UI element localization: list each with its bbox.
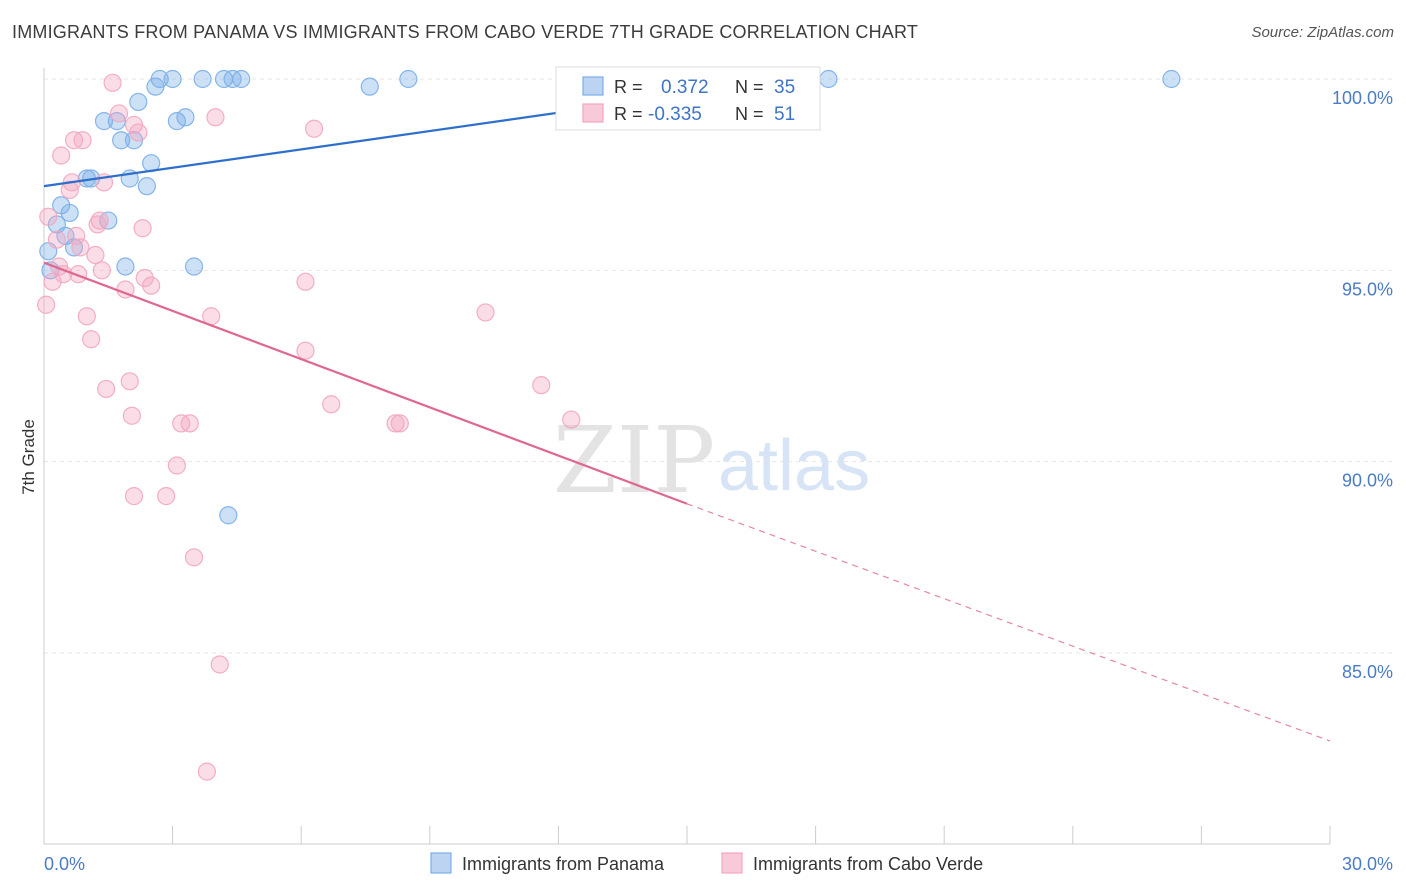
point-s1-44 [304, 119, 324, 138]
point-s0-24 [193, 69, 212, 89]
point-s0-23 [184, 257, 204, 276]
point-s1-38 [197, 762, 216, 781]
point-s1-18 [90, 211, 109, 230]
point-s1-40 [206, 108, 225, 127]
legend-r-label-2: R = [614, 104, 643, 124]
point-s1-23 [109, 104, 129, 123]
point-s0-16 [137, 177, 156, 196]
point-s1-50 [562, 410, 581, 429]
point-s1-49 [532, 376, 551, 395]
point-s1-26 [122, 406, 141, 425]
point-s1-46 [386, 414, 405, 433]
point-s1-45 [322, 395, 341, 414]
series-legend-swatch-cabo-verde [721, 852, 743, 874]
watermark-atlas: atlas [718, 426, 870, 506]
point-s0-27 [232, 69, 251, 89]
watermark-zip: ZIP [553, 407, 715, 514]
chart-title: IMMIGRANTS FROM PANAMA VS IMMIGRANTS FRO… [12, 22, 919, 42]
point-s1-42 [296, 272, 315, 291]
point-s1-0 [37, 295, 56, 314]
series-legend-swatch-panama [430, 852, 452, 874]
point-s1-1 [39, 207, 58, 226]
legend-n-label-2: N = [735, 104, 764, 124]
series-legend: Immigrants from Panama Immigrants from C… [430, 852, 983, 874]
y-axis-title: 7th Grade [19, 419, 38, 495]
point-s1-19 [92, 261, 111, 280]
legend-n-value-1: 35 [774, 77, 795, 98]
point-s1-37 [184, 548, 204, 567]
point-s0-5 [60, 203, 79, 223]
point-s0-33 [819, 69, 838, 89]
point-s0-10 [94, 111, 114, 131]
point-s1-47 [390, 414, 409, 433]
point-s1-22 [103, 73, 122, 92]
legend-n-value-2: 51 [774, 104, 795, 125]
series-legend-label-cabo-verde: Immigrants from Cabo Verde [753, 854, 983, 874]
axes: 100.0% 95.0% 90.0% 85.0% [43, 68, 1393, 845]
legend-n-label-1: N = [735, 77, 764, 97]
point-s1-34 [167, 456, 186, 475]
point-s1-21 [97, 379, 116, 399]
gridlines [44, 78, 1392, 654]
point-s1-10 [67, 226, 86, 245]
point-s0-12 [112, 131, 131, 150]
point-s0-20 [163, 69, 182, 89]
legend-swatch-panama [582, 76, 604, 96]
y-tick-label-1: 95.0% [1342, 279, 1393, 299]
point-s1-32 [142, 276, 161, 295]
point-s1-25 [120, 372, 139, 391]
point-s0-29 [360, 77, 379, 96]
point-s1-36 [180, 414, 199, 433]
legend-r-label-1: R = [614, 77, 643, 97]
legend-r-value-2: -0.335 [648, 104, 702, 125]
trend-line-s1 [43, 261, 688, 505]
point-s1-15 [82, 330, 101, 349]
point-s1-13 [73, 131, 92, 150]
point-s0-21 [167, 111, 186, 131]
y-tick-label-2: 90.0% [1342, 471, 1393, 491]
data-points [37, 69, 1181, 781]
point-s1-16 [86, 245, 105, 265]
point-s0-30 [399, 69, 418, 89]
point-s1-48 [476, 303, 495, 322]
point-s1-27 [124, 487, 144, 506]
point-s1-30 [133, 219, 152, 238]
y-tick-label-0: 100.0% [1332, 88, 1393, 108]
x-tick-label-max: 30.0% [1342, 854, 1393, 874]
point-s0-6 [64, 238, 84, 257]
point-s1-12 [71, 238, 90, 257]
correlation-legend: R = 0.372 N = 35 R = -0.335 N = 51 [555, 66, 821, 131]
point-s0-34 [1162, 69, 1181, 89]
point-s1-41 [210, 655, 229, 674]
point-s0-15 [129, 92, 148, 112]
point-s1-11 [69, 265, 88, 284]
trend-line-dashed-s1 [686, 503, 1331, 742]
watermark: ZIP atlas [553, 407, 870, 514]
point-s0-22 [176, 108, 195, 127]
point-s0-35 [116, 257, 135, 276]
point-s1-43 [296, 341, 315, 360]
legend-r-value-1: 0.372 [661, 77, 709, 98]
point-s0-19 [150, 69, 169, 89]
series-legend-label-panama: Immigrants from Panama [462, 854, 665, 874]
point-s0-28 [219, 506, 238, 525]
point-s1-3 [47, 230, 66, 249]
y-tick-label-3: 85.0% [1342, 662, 1393, 682]
legend-swatch-cabo-verde [582, 103, 604, 123]
point-s1-5 [52, 146, 71, 165]
point-s1-33 [157, 487, 176, 506]
x-tick-label-min: 0.0% [44, 854, 85, 874]
point-s1-29 [129, 123, 148, 142]
chart-source: Source: ZipAtlas.com [1251, 24, 1394, 41]
point-s1-14 [77, 307, 96, 326]
